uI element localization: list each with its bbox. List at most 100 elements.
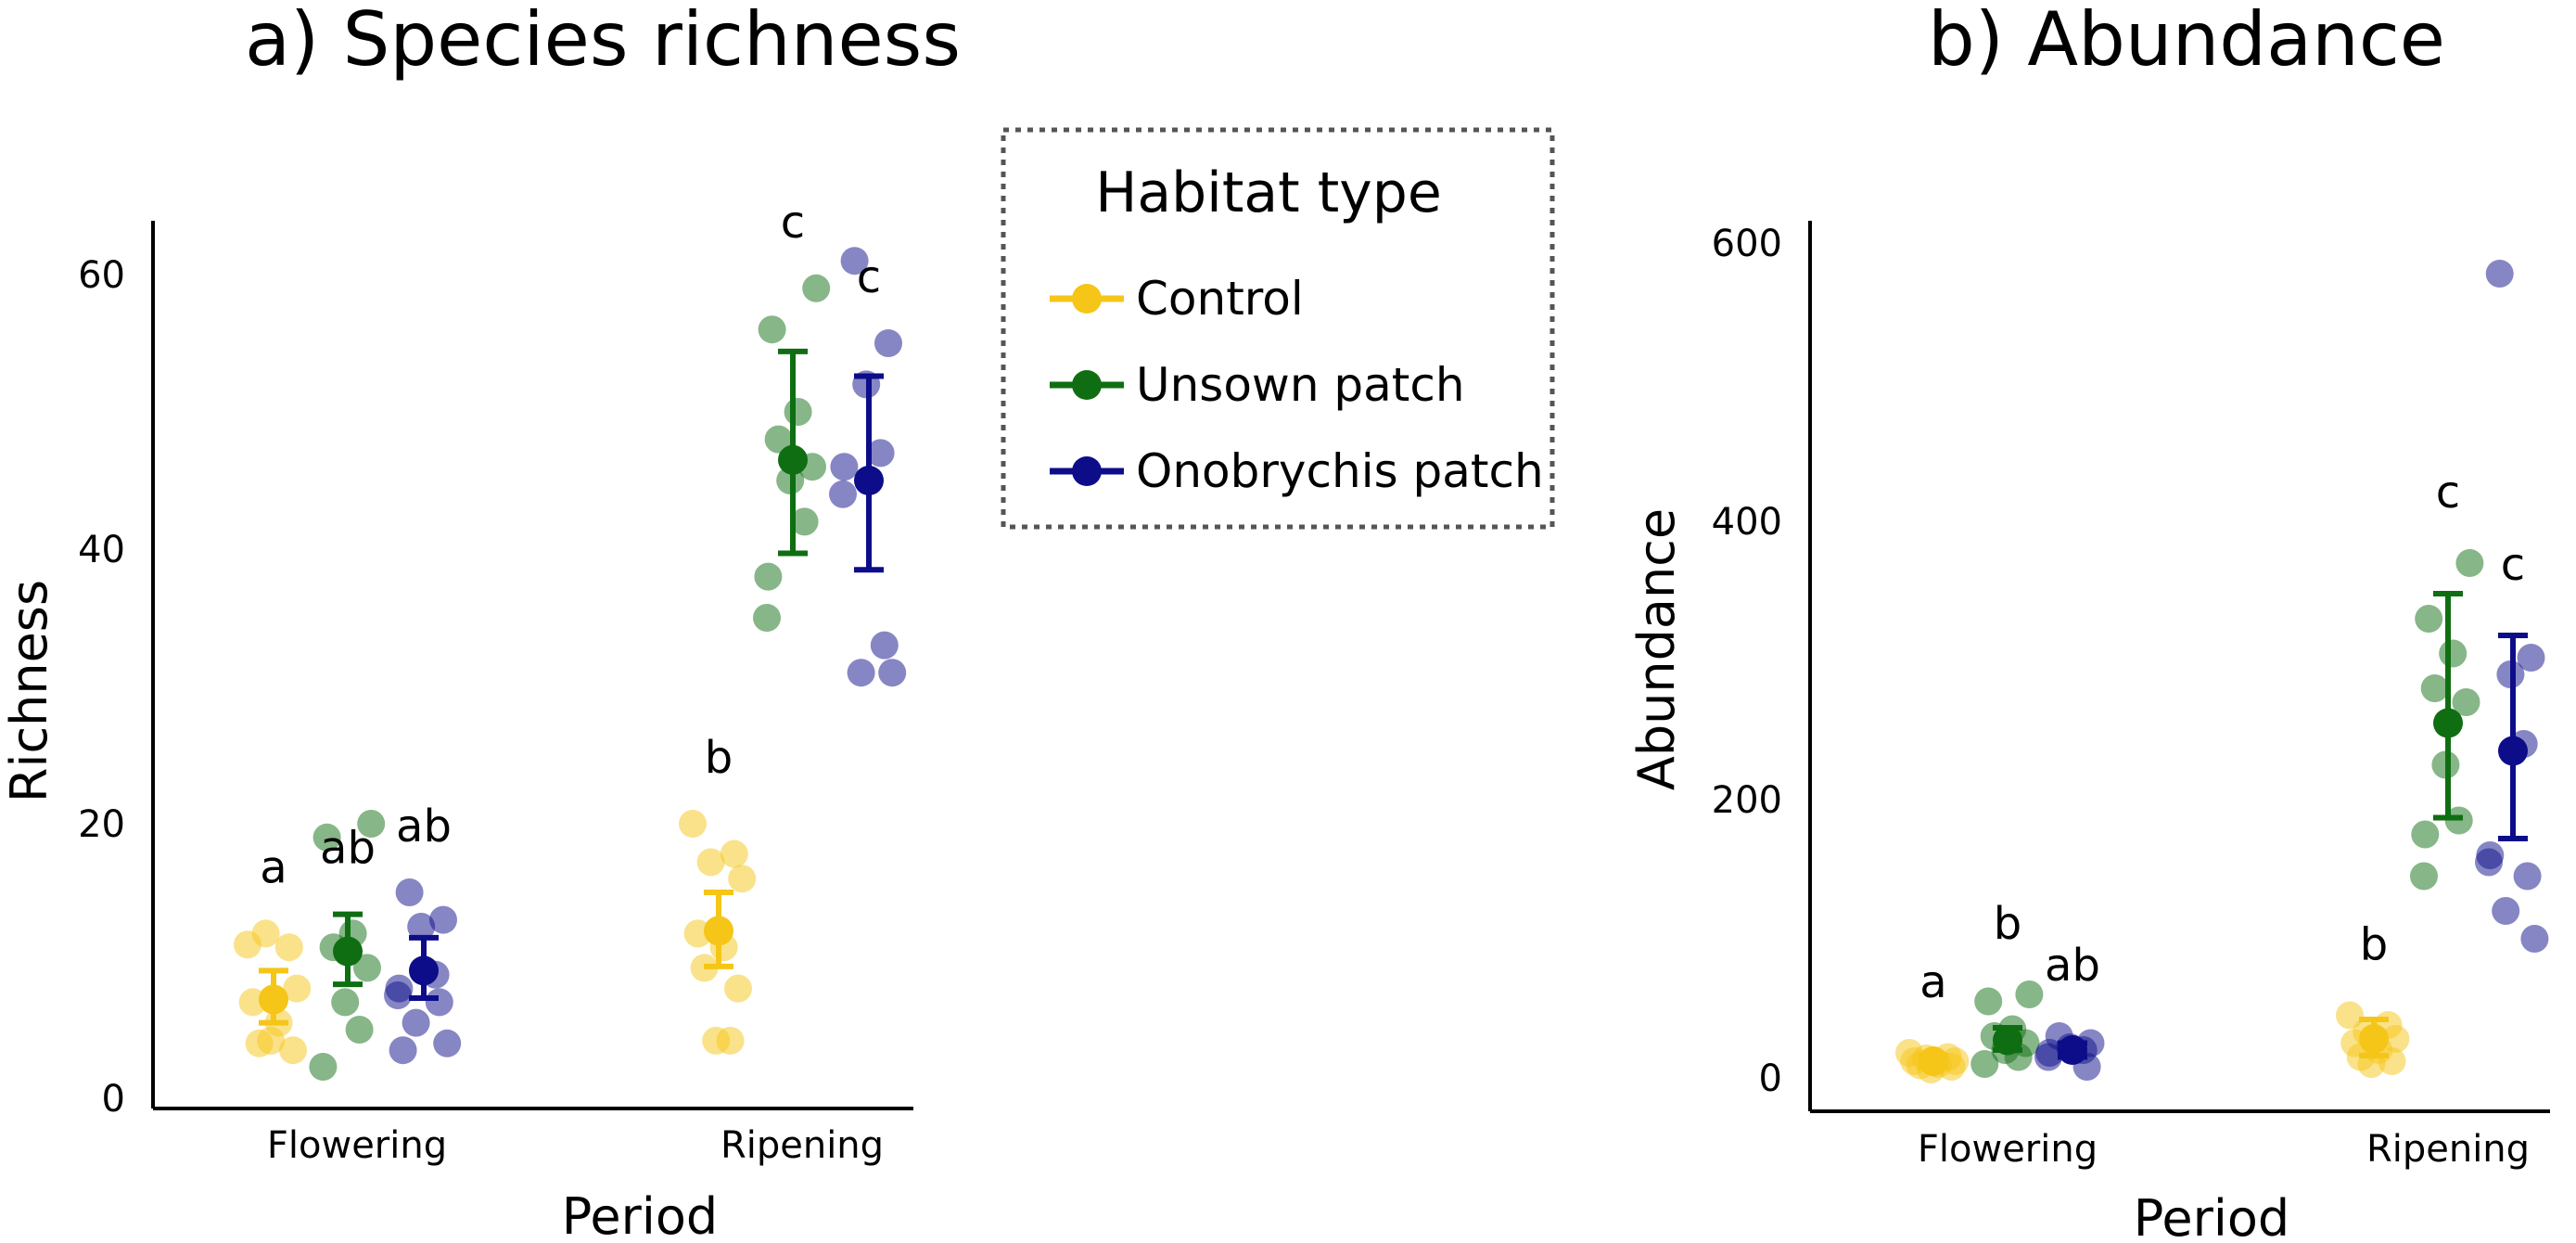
significance-letter: c (2436, 467, 2460, 519)
data-point (866, 439, 895, 468)
legend-item: Unsown patch (1050, 358, 1465, 412)
data-point (2439, 639, 2468, 668)
data-point (758, 315, 786, 344)
data-point (830, 453, 859, 481)
data-point (433, 1029, 462, 1057)
data-point (716, 1026, 745, 1055)
data-point (754, 562, 783, 591)
data-point (696, 848, 725, 877)
data-point (790, 507, 819, 536)
data-point (847, 659, 875, 687)
panel-a-x-axis-label: Period (562, 1187, 718, 1243)
data-point (829, 480, 857, 508)
data-point (1970, 1050, 1999, 1078)
legend-swatch-dot (1072, 456, 1102, 486)
data-point (2410, 862, 2438, 891)
data-point (425, 988, 453, 1017)
significance-letter: c (2501, 539, 2525, 591)
y-tick-label: 0 (1759, 1057, 1782, 1100)
data-point (753, 604, 781, 632)
panel-b-axes: 0 200 400 600 Flowering Ripening (1712, 221, 2550, 1171)
legend-label: Control (1136, 272, 1304, 326)
legend-items: Control Unsown patch Onobrychis patch (1050, 272, 1544, 498)
data-point (389, 1036, 417, 1065)
mean-point (2498, 736, 2528, 766)
data-point (251, 919, 280, 948)
data-point (429, 905, 457, 934)
legend-frame (1001, 127, 1555, 530)
data-point (2455, 549, 2484, 577)
legend: Habitat type Control Unsown patch Onobrych… (1001, 127, 1555, 530)
legend-item: Onobrychis patch (1050, 444, 1544, 498)
data-point (840, 247, 869, 276)
data-point (257, 1026, 286, 1055)
mean-point (704, 916, 733, 946)
x-category-label: Flowering (1918, 1128, 2098, 1171)
y-tick-label: 0 (102, 1078, 125, 1121)
data-point (407, 913, 436, 941)
mean-point (333, 936, 363, 967)
data-point (2513, 862, 2542, 891)
panel-abundance: b) Abundance Period Abundance 0 200 400 600… (1627, 0, 2550, 1243)
mean-point (2058, 1035, 2087, 1065)
data-point (764, 425, 793, 454)
y-tick-label: 60 (78, 254, 125, 297)
data-point (1974, 987, 2003, 1016)
legend-label: Unsown patch (1136, 358, 1465, 412)
y-tick-label: 600 (1712, 223, 1782, 265)
panel-a-y-axis-label: Richness (0, 580, 58, 802)
data-point (2492, 897, 2520, 925)
legend-swatch-dot (1072, 370, 1102, 400)
data-point (402, 1008, 430, 1037)
legend-swatch-dot (1072, 284, 1102, 314)
data-point (2015, 980, 2044, 1008)
mean-point (1919, 1046, 1948, 1076)
panel-b-title: b) Abundance (1928, 0, 2445, 83)
legend-label: Onobrychis patch (1136, 444, 1544, 498)
data-point (874, 329, 902, 357)
data-point (870, 631, 899, 660)
data-point (679, 810, 707, 838)
mean-point (2433, 708, 2463, 738)
data-point (784, 398, 812, 426)
significance-letter: b (1994, 898, 2021, 950)
data-point (720, 839, 748, 868)
data-point (312, 823, 341, 852)
data-point (2415, 605, 2443, 633)
data-point (384, 981, 412, 1009)
mean-point (259, 984, 288, 1015)
y-tick-label: 20 (78, 803, 125, 846)
mean-point (409, 955, 439, 986)
data-point (331, 988, 360, 1017)
data-point (353, 954, 381, 982)
mean-point (854, 466, 884, 495)
y-tick-label: 400 (1712, 501, 1782, 544)
data-point (2411, 820, 2440, 849)
mean-point (2359, 1024, 2389, 1054)
data-point (2475, 848, 2503, 877)
panel-species-richness: a) Species richness Period Richness 0 20 4… (0, 0, 961, 1243)
data-point (2420, 674, 2449, 702)
data-point (2520, 925, 2549, 953)
panel-a-title: a) Species richness (245, 0, 961, 83)
data-point (357, 810, 386, 838)
data-point (878, 659, 907, 687)
data-point (2452, 688, 2480, 716)
significance-letter: ab (396, 801, 452, 852)
data-point (279, 1036, 307, 1065)
significance-letter: ab (2045, 940, 2100, 992)
data-point (802, 274, 831, 302)
data-point (309, 1052, 338, 1081)
data-point (724, 974, 752, 1003)
data-point (395, 878, 424, 906)
mean-point (778, 444, 808, 475)
panel-b-y-axis-label: Abundance (1627, 508, 1686, 790)
significance-letter: c (857, 251, 881, 303)
x-category-label: Flowering (267, 1124, 447, 1167)
significance-letter: b (2360, 919, 2388, 971)
y-tick-label: 40 (78, 529, 125, 571)
significance-letter: ab (320, 823, 376, 875)
